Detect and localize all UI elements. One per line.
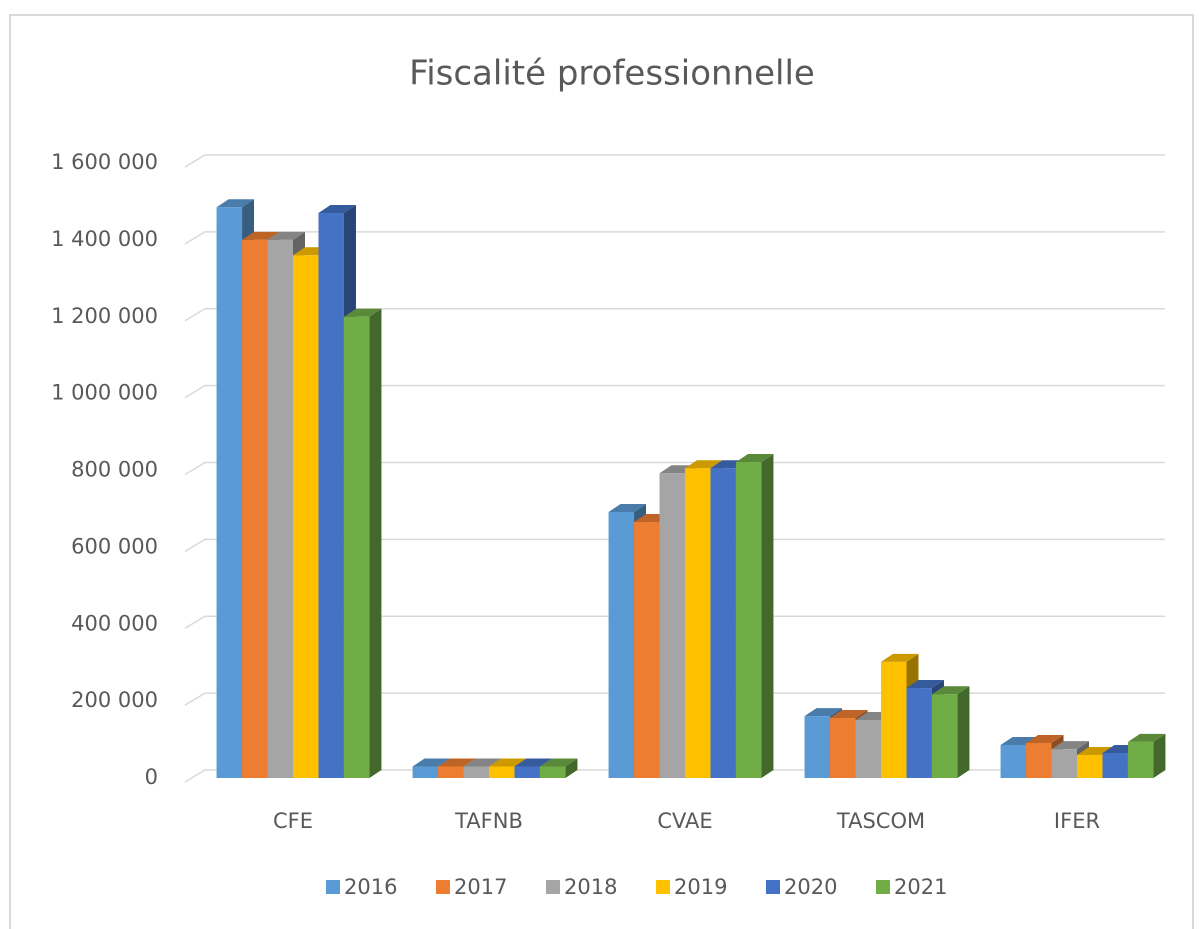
bar	[881, 661, 907, 778]
bar	[906, 688, 932, 778]
bar	[489, 766, 515, 778]
bar	[685, 468, 711, 778]
bar-top	[489, 758, 527, 767]
grid-line	[184, 692, 1165, 706]
grid-line	[184, 615, 1165, 629]
bar	[438, 766, 464, 778]
grid-line	[184, 461, 1165, 476]
bar	[608, 512, 635, 778]
bar	[855, 719, 881, 778]
bar	[634, 522, 660, 778]
bar	[1000, 744, 1027, 778]
bar-top	[539, 758, 578, 767]
bar-top	[216, 199, 255, 208]
bar-top	[463, 758, 501, 767]
grid-line	[184, 308, 1165, 322]
bar-top	[931, 686, 970, 695]
bar-top	[685, 460, 723, 469]
bar	[659, 473, 685, 778]
legend-label: 2021	[894, 875, 947, 899]
grid-line	[184, 154, 1165, 168]
bar-top	[608, 504, 647, 513]
legend-label: 2018	[564, 875, 617, 899]
bar-top	[412, 758, 451, 767]
bar-top	[343, 308, 382, 317]
bar-top	[318, 204, 356, 213]
bar	[412, 766, 439, 778]
legend-swatch	[876, 880, 890, 894]
bar-top	[1051, 741, 1089, 750]
bar	[1026, 743, 1052, 778]
bar	[1051, 749, 1077, 778]
legend-label: 2016	[344, 875, 397, 899]
grid-line	[184, 384, 1165, 399]
chart-frame	[9, 14, 1194, 929]
bar	[463, 766, 489, 778]
bar	[539, 766, 566, 778]
bar-side	[957, 686, 970, 778]
y-tick-label: 600 000	[71, 534, 158, 558]
bar-top	[1127, 733, 1166, 742]
bar	[1127, 741, 1154, 778]
y-tick-label: 200 000	[71, 688, 158, 712]
bar-top	[830, 710, 868, 719]
bar-side	[1153, 733, 1166, 778]
bar	[830, 718, 856, 778]
bar-top	[906, 680, 944, 689]
bar	[267, 239, 293, 778]
legend-swatch	[766, 880, 780, 894]
bar-top	[804, 708, 843, 717]
grid-line	[184, 231, 1165, 245]
bar	[216, 207, 243, 778]
bar-side	[369, 308, 382, 778]
x-tick-label: IFER	[1054, 809, 1100, 833]
bar-top	[267, 231, 305, 240]
legend-label: 2017	[454, 875, 507, 899]
bar	[514, 766, 540, 778]
bar	[242, 239, 268, 778]
legend-label: 2020	[784, 875, 837, 899]
bar	[735, 462, 762, 778]
x-tick-label: TASCOM	[836, 809, 925, 833]
bar	[318, 212, 344, 778]
y-tick-label: 1 000 000	[51, 381, 158, 405]
y-tick-label: 400 000	[71, 611, 158, 635]
legend-label: 2019	[674, 875, 727, 899]
bar-top	[735, 454, 774, 463]
bar	[343, 316, 370, 778]
bar	[931, 694, 958, 778]
bar	[804, 716, 831, 778]
legend-swatch	[326, 880, 340, 894]
bar	[1102, 753, 1128, 778]
bar-top	[881, 653, 919, 662]
bar-side	[761, 454, 774, 778]
legend-swatch	[656, 880, 670, 894]
y-tick-label: 1 400 000	[51, 227, 158, 251]
bar-top	[514, 758, 552, 767]
bar-top	[242, 231, 280, 240]
bar	[710, 468, 736, 778]
y-tick-label: 0	[145, 765, 158, 789]
bar-top	[438, 758, 476, 767]
legend-swatch	[546, 880, 560, 894]
chart-title: Fiscalité professionnelle	[409, 54, 815, 94]
x-tick-label: CFE	[273, 809, 313, 833]
legend-swatch	[436, 880, 450, 894]
y-tick-label: 1 200 000	[51, 304, 158, 328]
x-tick-label: TAFNB	[454, 809, 523, 833]
bar	[293, 255, 319, 778]
bar-side	[565, 758, 578, 778]
x-tick-label: CVAE	[657, 809, 712, 833]
bar	[1077, 754, 1103, 778]
bar-top	[1026, 735, 1064, 744]
y-tick-label: 800 000	[71, 458, 158, 482]
y-tick-label: 1 600 000	[51, 150, 158, 174]
grid-line	[184, 538, 1165, 553]
